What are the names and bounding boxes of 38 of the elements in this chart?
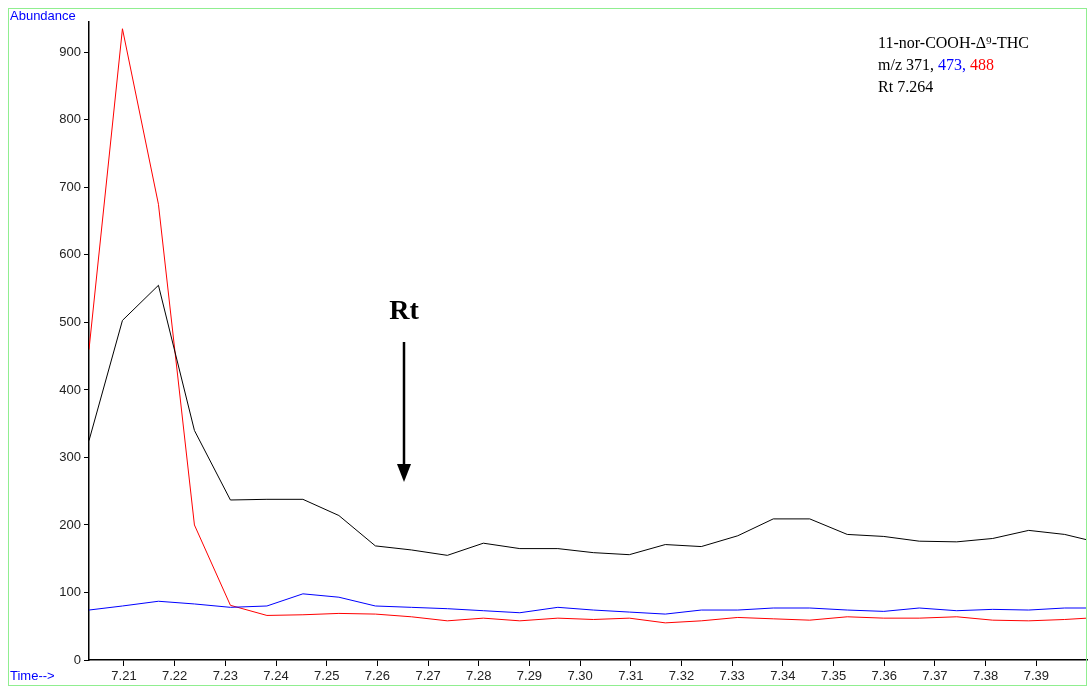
x-tick-label: 7.38	[972, 668, 999, 684]
x-tick-label: 7.23	[212, 668, 238, 684]
y-tick-label: 300	[59, 449, 81, 465]
text: 11-nor-COOH-Δ⁹-THC	[878, 33, 1029, 53]
x-tick-label: 7.26	[364, 668, 391, 684]
text: 488	[970, 56, 995, 73]
x-tick-label: 7.35	[820, 668, 847, 684]
legend-title: m/z	[878, 56, 904, 73]
x-tick-label: 7.21	[111, 668, 137, 684]
x-tick-label: 7.36	[871, 668, 897, 684]
y-tick-label: 0	[73, 651, 81, 667]
y-tick-label: 100	[59, 584, 81, 600]
x-tick-label: 7.25	[314, 668, 340, 684]
x-tick-label: 7.37	[922, 668, 948, 684]
x-tick-label: 7.29	[516, 668, 543, 684]
y-tick-label: 600	[59, 246, 81, 262]
x-tick-label: 7.27	[415, 668, 441, 684]
y-axis-title: Abundance	[10, 8, 76, 23]
y-tick-label: 700	[59, 178, 81, 194]
y-tick-label: 500	[59, 314, 81, 330]
x-tick-label: 7.31	[618, 668, 644, 684]
x-tick-label: 7.22	[162, 668, 188, 684]
y-tick-label: 900	[59, 43, 81, 59]
x-tick-label: 7.39	[1023, 668, 1049, 684]
text: 371,	[906, 56, 935, 73]
x-axis-title: Time-->	[10, 668, 55, 683]
text: 473,	[938, 56, 967, 73]
annotation: Rt 7.264	[878, 77, 935, 97]
x-tick-label: 7.28	[466, 668, 492, 684]
y-tick-label: 400	[59, 381, 81, 397]
x-tick-label: 7.30	[567, 668, 593, 684]
x-tick-label: 7.24	[263, 668, 289, 684]
y-tick-label: 800	[59, 111, 81, 127]
y-tick-label: 200	[59, 516, 81, 532]
x-tick-label: 7.32	[668, 668, 695, 684]
annotation: Rt	[389, 294, 420, 326]
x-tick-label: 7.33	[719, 668, 745, 684]
x-tick-label: 7.34	[770, 668, 796, 684]
